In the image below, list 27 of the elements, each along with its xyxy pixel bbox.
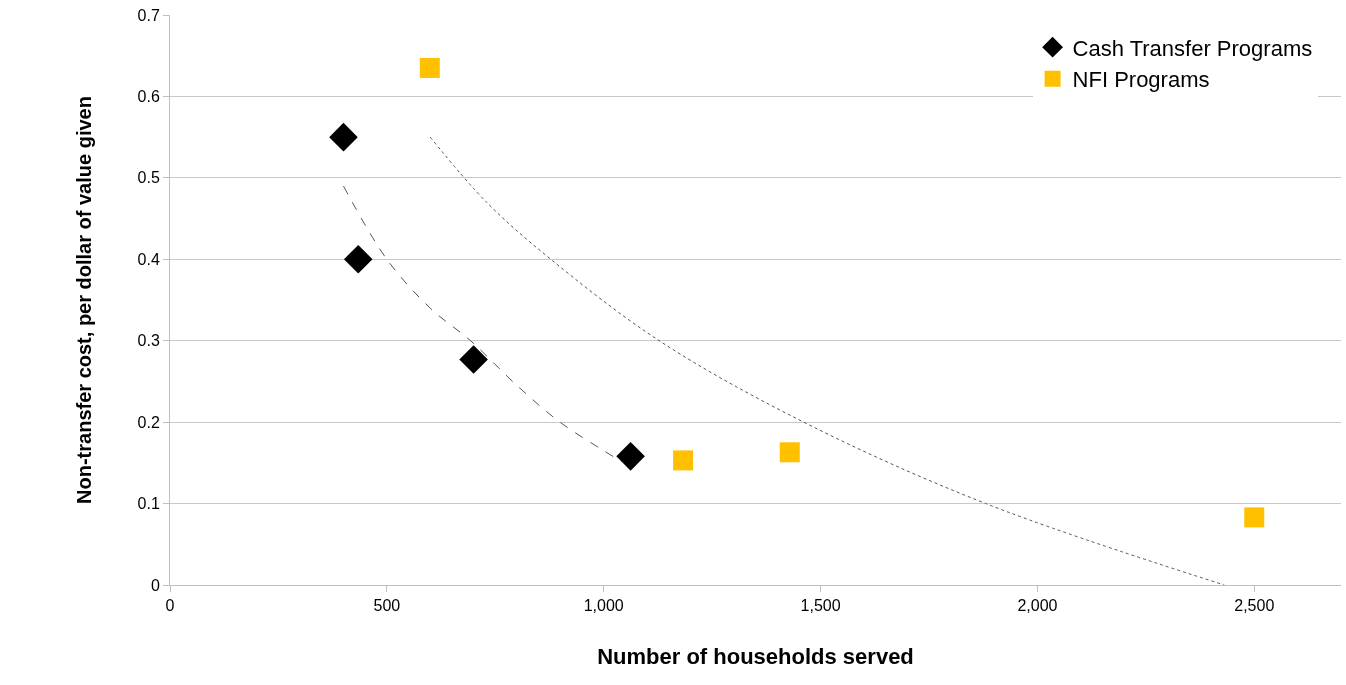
point (459, 345, 488, 374)
y-axis-title: Non-transfer cost, per dollar of value given (73, 96, 96, 504)
y-tick-label: 0.5 (137, 169, 160, 187)
x-tick-label: 2,500 (1234, 597, 1275, 615)
point (329, 122, 358, 152)
y-tick-label: 0.3 (137, 332, 160, 350)
x-axis-title: Number of households served (597, 644, 914, 670)
legend-label: NFI Programs (1072, 67, 1210, 93)
y-tick-label: 0.4 (137, 250, 160, 268)
line-series (429, 136, 1225, 585)
point (343, 244, 373, 274)
x-tick-label: 2,000 (1017, 597, 1058, 615)
x-tick-label: 1,500 (800, 597, 841, 615)
point (419, 57, 440, 78)
y-tick-label: 0.2 (137, 413, 160, 431)
point (1244, 507, 1265, 528)
legend-label: Cash Transfer Programs (1072, 35, 1313, 61)
x-tick-label: 0 (165, 597, 175, 615)
y-tick-label: 0.7 (137, 6, 160, 24)
x-tick-label: 1,000 (583, 597, 624, 615)
point (779, 442, 800, 463)
x-tick-label: 500 (373, 597, 401, 615)
point (673, 450, 694, 471)
y-tick-label: 0.1 (137, 495, 160, 513)
point (616, 442, 645, 471)
y-tick-label: 0 (150, 576, 160, 594)
y-tick-label: 0.6 (137, 88, 160, 106)
